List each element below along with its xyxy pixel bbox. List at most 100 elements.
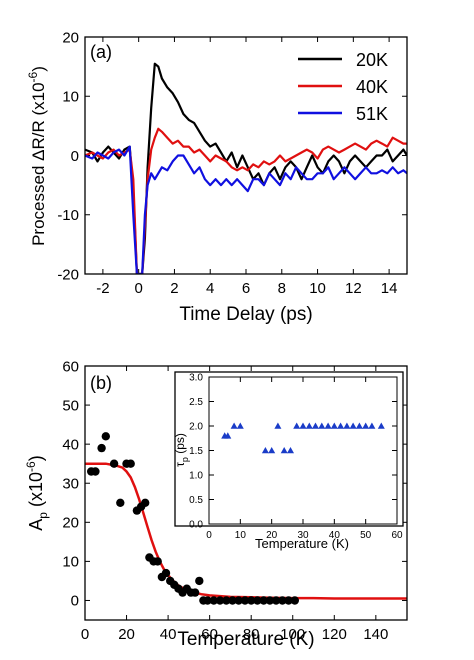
inset-data-point — [312, 422, 319, 429]
data-point — [126, 459, 135, 468]
data-point — [240, 596, 250, 605]
inset-data-point — [377, 422, 385, 429]
panel-b-ytick-label: 20 — [62, 515, 79, 532]
inset-ytick-label: 1.0 — [189, 471, 203, 482]
panel-b-inset: 0 10 20 30 40 50 60 0.0 0.5 1.0 1.5 2.0 2.5 3.0 Tempe… — [173, 371, 404, 551]
inset-data-point — [268, 447, 276, 454]
data-point — [161, 568, 171, 578]
data-point — [247, 596, 256, 605]
inset-data-point — [280, 447, 288, 454]
inset-xtick-label: 10 — [235, 530, 247, 541]
panel-a-xlabel: Time Delay (ps) — [179, 304, 312, 325]
data-point — [215, 596, 225, 605]
panel-a-ytick-label: -10 — [57, 207, 79, 224]
panel-b-xtick-label: 0 — [81, 626, 89, 643]
data-point — [265, 596, 275, 605]
panel-a-xtick-label: -2 — [96, 280, 109, 297]
inset-background — [174, 371, 404, 527]
data-point — [141, 498, 150, 507]
data-point — [190, 588, 200, 597]
panel-b-ytick-label: 0 — [71, 593, 79, 610]
inset-series — [221, 422, 385, 454]
panel-b-ytick-label: 40 — [62, 436, 79, 453]
panel-b-xtick-label: 20 — [118, 626, 135, 643]
inset-ylabel: τp (ps) — [173, 433, 190, 467]
inset-xtick-label: 60 — [391, 530, 403, 541]
panel-a-xtick-label: 2 — [170, 280, 178, 297]
inset-plot-frame — [208, 376, 398, 525]
series-line-51k — [85, 145, 407, 274]
inset-ytick-label: 2.5 — [189, 397, 203, 408]
legend-label-40k: 40K — [356, 77, 388, 97]
panel-b-ytick-label: 10 — [62, 554, 79, 571]
data-point — [101, 432, 111, 441]
inset-tick-labels: 0 10 20 30 40 50 60 0.0 0.5 1.0 1.5 2.0 2.5 3.0 — [189, 373, 403, 542]
inset-data-point — [318, 422, 326, 429]
inset-data-point — [349, 422, 357, 429]
panel-a-xtick-label: 4 — [206, 280, 214, 297]
inset-data-point — [299, 422, 307, 429]
data-point — [91, 467, 100, 476]
data-point — [109, 459, 119, 468]
inset-ytick-label: 3.0 — [189, 373, 203, 384]
panel-b-xtick-label: 140 — [363, 626, 388, 643]
panel-a-ytick-label: 10 — [62, 89, 79, 106]
panel-a-ytick-label: 0 — [71, 148, 79, 165]
inset-xtick-label: 30 — [297, 530, 309, 541]
series-line-20k — [85, 62, 407, 274]
panel-a-legend: 20K 40K 51K — [298, 50, 388, 124]
panel-b-label: (b) — [90, 373, 112, 393]
data-point — [222, 596, 231, 605]
data-point — [228, 596, 237, 605]
inset-xtick-label: 0 — [206, 530, 212, 541]
series-line-40k — [85, 127, 407, 274]
data-point — [284, 596, 293, 605]
inset-data-point — [362, 422, 370, 429]
panel-a-ticks — [85, 36, 407, 275]
panel-b-xtick-label: 60 — [201, 626, 218, 643]
panel-b-xlabel: Temperature (K) — [177, 629, 314, 650]
panel-a-series — [85, 62, 407, 274]
panel-b-xtick-label: 100 — [280, 626, 305, 643]
panel-a-ytick-label: -20 — [57, 266, 79, 283]
inset-data-point — [343, 422, 351, 429]
panel-a-ytick-label: 20 — [62, 29, 79, 46]
data-point — [278, 596, 287, 605]
inset-data-point — [274, 422, 282, 429]
panel-b-xtick-label: 40 — [160, 626, 177, 643]
panel-a-xtick-label: 8 — [278, 280, 286, 297]
inset-xtick-label: 20 — [266, 530, 278, 541]
inset-data-point — [337, 422, 345, 429]
panel-b-xtick-label: 120 — [322, 626, 347, 643]
data-point — [209, 596, 218, 605]
inset-data-point — [355, 422, 363, 429]
data-point — [259, 596, 268, 605]
inset-data-point — [236, 422, 244, 429]
data-point — [203, 596, 212, 605]
data-point — [116, 498, 125, 507]
panel-b-ytick-label: 30 — [62, 475, 79, 492]
inset-xtick-label: 50 — [360, 530, 372, 541]
panel-b-xtick-label: 80 — [243, 626, 260, 643]
panel-a-xtick-label: 6 — [242, 280, 250, 297]
data-point — [153, 557, 162, 566]
data-point — [195, 576, 204, 586]
panel-b-series — [85, 432, 407, 605]
panel-a-xtick-label: 14 — [381, 280, 398, 297]
panel-a-label: (a) — [90, 42, 112, 62]
panel-b-ytick-label: 60 — [62, 358, 79, 375]
data-point — [271, 596, 281, 605]
legend-label-20k: 20K — [356, 50, 388, 70]
panel-a-frame — [84, 36, 408, 275]
inset-ytick-label: 2.0 — [189, 422, 203, 433]
inset-data-point — [368, 422, 376, 429]
legend-label-51k: 51K — [356, 104, 388, 124]
panel-a-xtick-label: 10 — [309, 280, 326, 297]
panel-b-frame — [84, 365, 408, 621]
inset-data-point — [324, 422, 332, 429]
inset-data-point — [330, 422, 338, 429]
inset-data-point — [230, 422, 238, 429]
